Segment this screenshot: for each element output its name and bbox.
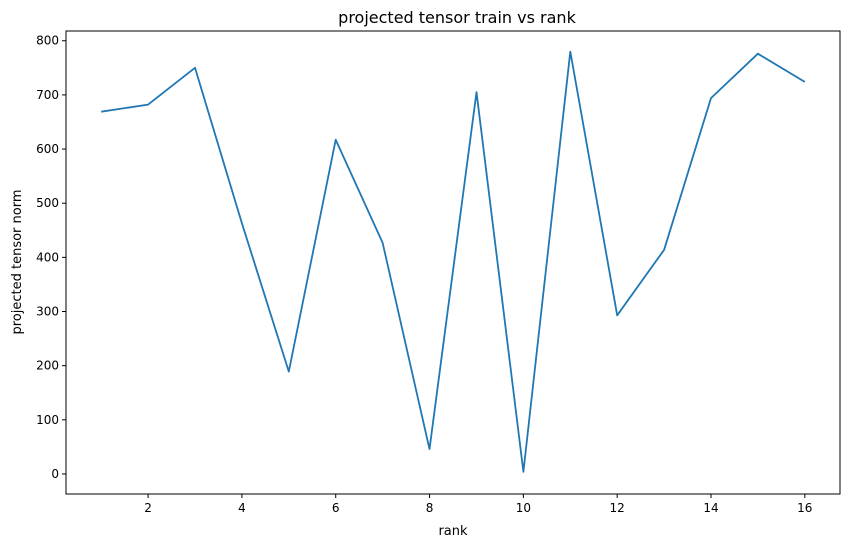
x-tick-label: 4 (238, 501, 246, 515)
y-tick-label: 200 (36, 359, 59, 373)
x-tick-label: 16 (797, 501, 812, 515)
x-tick-label: 2 (144, 501, 152, 515)
x-axis: 2 4 6 8 10 12 14 16 (144, 494, 812, 515)
y-tick-label: 800 (36, 34, 59, 48)
chart-title: projected tensor train vs rank (338, 8, 576, 27)
x-tick-label: 10 (516, 501, 531, 515)
series-line (101, 50, 806, 473)
y-tick-label: 100 (36, 413, 59, 427)
y-tick-label: 600 (36, 142, 59, 156)
y-tick-label: 0 (51, 467, 59, 481)
x-tick-label: 8 (426, 501, 434, 515)
y-tick-label: 300 (36, 305, 59, 319)
x-axis-label: rank (438, 524, 468, 539)
plot-frame (65, 30, 841, 495)
y-axis: 0 100 200 300 400 500 600 700 800 (36, 34, 66, 481)
y-tick-label: 700 (36, 88, 59, 102)
x-tick-label: 12 (610, 501, 625, 515)
y-tick-label: 500 (36, 196, 59, 210)
y-axis-label: projected tensor norm (10, 189, 25, 334)
x-tick-label: 14 (703, 501, 718, 515)
y-tick-label: 400 (36, 250, 59, 264)
x-tick-label: 6 (332, 501, 340, 515)
